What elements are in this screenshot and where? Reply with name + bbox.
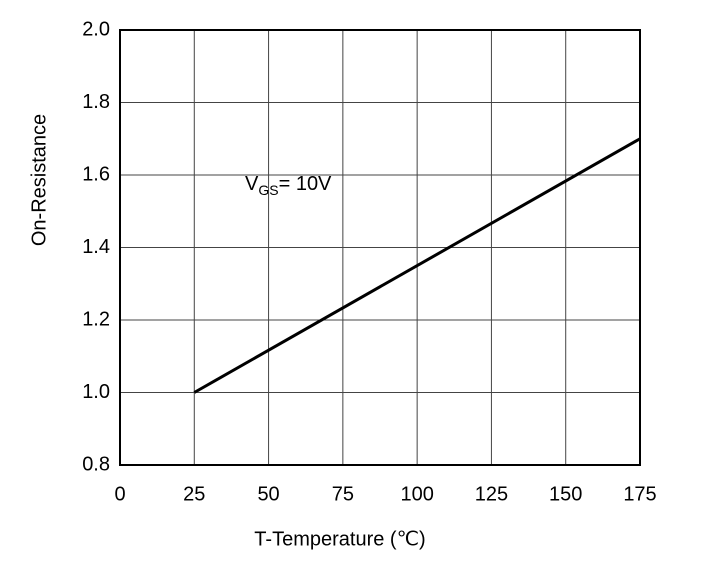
data-line — [193, 137, 641, 394]
x-tick-label: 150 — [549, 483, 582, 505]
x-tick-label: 100 — [400, 483, 433, 505]
x-tick-label: 25 — [183, 483, 205, 505]
annotation-rest: = 10V — [279, 173, 332, 195]
y-tick-label: 1.2 — [82, 308, 110, 330]
x-tick-label: 175 — [623, 483, 656, 505]
plot-frame — [119, 29, 641, 466]
annotation-main: V — [245, 173, 259, 195]
annotation-sub: GS — [258, 182, 278, 198]
y-tick-label: 1.6 — [82, 163, 110, 185]
y-axis-label: On-Resistance — [28, 114, 50, 246]
x-tick-label: 0 — [114, 483, 125, 505]
x-axis-label: T-Temperature (℃) — [254, 528, 425, 550]
y-tick-label: 2.0 — [82, 18, 110, 40]
annotation: VGS= 10V — [245, 173, 332, 197]
y-tick-label: 1.8 — [82, 91, 110, 113]
x-tick-label: 50 — [257, 483, 279, 505]
y-tick-label: 1.0 — [82, 381, 110, 403]
y-tick-label: 1.4 — [82, 236, 110, 258]
x-tick-label: 125 — [475, 483, 508, 505]
y-tick-label: 0.8 — [82, 453, 110, 475]
x-tick-label: 75 — [332, 483, 354, 505]
